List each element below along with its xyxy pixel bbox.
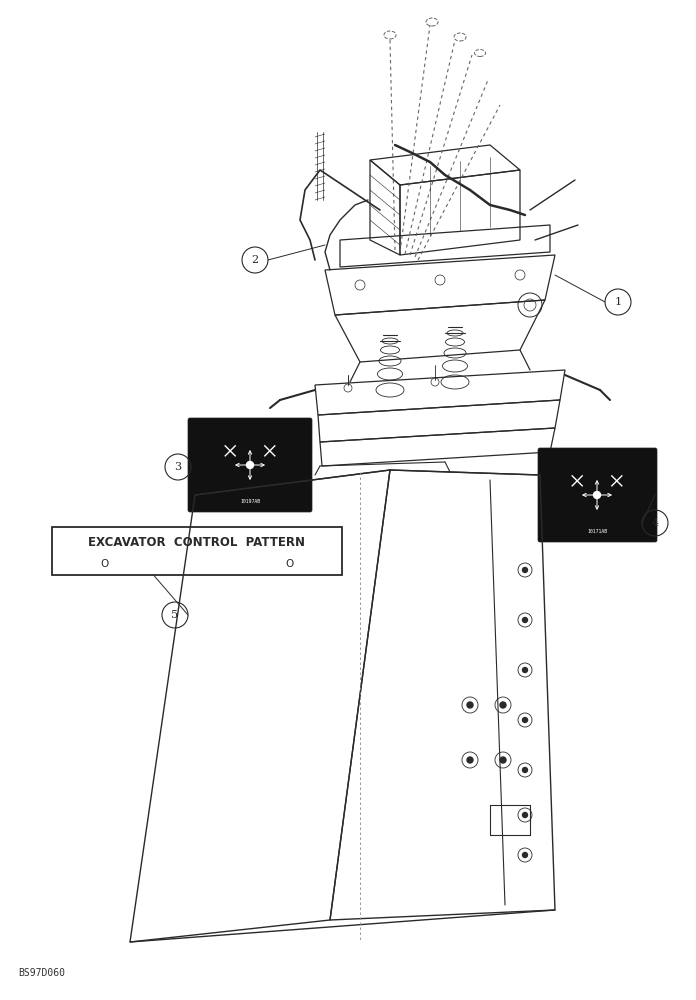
Text: BS97D060: BS97D060 — [18, 968, 65, 978]
Circle shape — [246, 462, 253, 468]
Text: 4: 4 — [651, 518, 658, 528]
Bar — [52, 527, 342, 575]
Text: 1: 1 — [615, 297, 622, 307]
Circle shape — [594, 491, 601, 498]
Text: 10171AB: 10171AB — [587, 529, 607, 534]
Circle shape — [523, 718, 528, 722]
Circle shape — [523, 812, 528, 818]
Text: O: O — [285, 559, 294, 569]
Text: 5: 5 — [171, 610, 179, 620]
Circle shape — [523, 617, 528, 622]
Circle shape — [523, 768, 528, 772]
FancyBboxPatch shape — [538, 448, 657, 542]
Circle shape — [467, 702, 473, 708]
Circle shape — [467, 757, 473, 763]
Circle shape — [500, 757, 506, 763]
Circle shape — [523, 568, 528, 572]
Circle shape — [500, 702, 506, 708]
Text: O: O — [100, 559, 109, 569]
FancyBboxPatch shape — [188, 418, 312, 512]
Text: 3: 3 — [175, 462, 182, 472]
Circle shape — [523, 668, 528, 672]
Text: 2: 2 — [251, 255, 258, 265]
Circle shape — [523, 852, 528, 857]
Text: 10197AB: 10197AB — [240, 499, 260, 504]
Text: EXCAVATOR  CONTROL  PATTERN: EXCAVATOR CONTROL PATTERN — [88, 536, 306, 549]
